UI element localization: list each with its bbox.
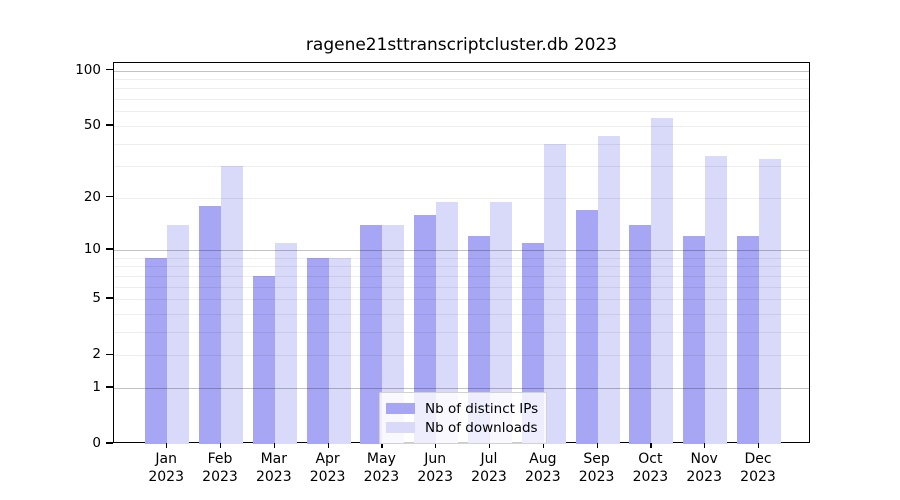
x-tick-month: Sep <box>583 451 610 467</box>
x-tick-label-jan: Jan 2023 <box>138 450 194 486</box>
bar-distinct-ips-feb <box>199 205 221 444</box>
legend-swatch-downloads <box>386 422 415 433</box>
x-tick-label-feb: Feb 2023 <box>192 450 248 486</box>
x-tick-year: 2023 <box>202 469 238 485</box>
x-tick-label-oct: Oct 2023 <box>622 450 678 486</box>
bar-distinct-ips-mar <box>252 275 275 444</box>
x-tick-year: 2023 <box>524 469 561 485</box>
x-tick-label-may: May 2023 <box>353 450 409 486</box>
x-tick-month: Jul <box>480 451 498 467</box>
y-tick-label-1: 1 <box>92 378 101 395</box>
x-tick-month: Aug <box>529 451 557 467</box>
y-tick-mark-10 <box>106 248 113 250</box>
bar-distinct-ips-nov <box>683 236 706 444</box>
x-tick-month: Dec <box>744 451 772 467</box>
x-tick-mark-aug <box>542 443 544 448</box>
x-tick-label-dec: Dec 2023 <box>730 450 786 486</box>
x-tick-month: Apr <box>315 451 340 467</box>
x-tick-year: 2023 <box>578 469 615 485</box>
y-tick-mark-0 <box>106 442 113 444</box>
legend-label-downloads: Nb of downloads <box>425 419 538 436</box>
x-tick-year: 2023 <box>255 469 292 485</box>
x-tick-mark-nov <box>704 443 706 448</box>
x-tick-label-sep: Sep 2023 <box>569 450 625 486</box>
x-tick-mark-jul <box>489 443 491 448</box>
bar-downloads-aug <box>543 143 566 444</box>
y-tick-mark-5 <box>106 297 113 299</box>
y-tick-label-50: 50 <box>83 116 101 133</box>
plot-area: Nb of distinct IPs Nb of downloads <box>113 62 810 444</box>
x-tick-mark-jun <box>435 443 437 448</box>
x-tick-year: 2023 <box>632 469 669 485</box>
bar-downloads-jun <box>436 201 459 444</box>
legend-label-distinct-ips: Nb of distinct IPs <box>425 400 539 417</box>
x-tick-mark-oct <box>650 443 652 448</box>
bar-downloads-dec <box>759 158 781 444</box>
y-tick-mark-100 <box>106 69 113 71</box>
x-tick-label-mar: Mar 2023 <box>246 450 302 486</box>
x-tick-month: May <box>366 451 396 467</box>
bars-layer <box>114 63 809 444</box>
x-tick-year: 2023 <box>363 469 400 485</box>
bar-downloads-nov <box>705 156 728 444</box>
x-tick-label-jun: Jun 2023 <box>407 450 463 486</box>
legend-item-downloads: Nb of downloads <box>386 418 538 437</box>
bar-distinct-ips-oct <box>629 224 652 444</box>
bar-distinct-ips-may <box>360 224 383 444</box>
y-tick-label-10: 10 <box>83 241 101 257</box>
bar-downloads-jul <box>490 201 512 444</box>
x-tick-month: Nov <box>690 451 718 467</box>
y-tick-label-5: 5 <box>92 290 101 307</box>
y-tick-mark-1 <box>106 386 113 388</box>
x-tick-label-aug: Aug 2023 <box>515 450 571 486</box>
x-tick-year: 2023 <box>309 469 346 485</box>
x-tick-mark-dec <box>758 443 760 448</box>
legend-item-distinct-ips: Nb of distinct IPs <box>386 399 538 418</box>
bar-downloads-feb <box>221 166 243 444</box>
x-tick-year: 2023 <box>740 469 776 485</box>
x-tick-year: 2023 <box>686 469 722 485</box>
x-tick-mark-may <box>381 443 383 448</box>
bar-distinct-ips-apr <box>306 257 329 444</box>
x-tick-month: Jan <box>155 451 177 467</box>
legend-swatch-distinct-ips <box>386 403 415 414</box>
x-tick-year: 2023 <box>148 469 184 485</box>
x-tick-month: Feb <box>207 451 233 467</box>
x-tick-label-apr: Apr 2023 <box>300 450 356 486</box>
x-tick-label-nov: Nov 2023 <box>676 450 732 486</box>
x-tick-year: 2023 <box>417 469 453 485</box>
bar-distinct-ips-jan <box>145 257 168 444</box>
bar-downloads-mar <box>274 242 297 444</box>
bar-downloads-sep <box>597 136 620 444</box>
bar-downloads-jan <box>167 224 190 444</box>
bar-downloads-oct <box>651 118 674 444</box>
bar-downloads-apr <box>328 257 351 444</box>
y-tick-label-20: 20 <box>83 188 101 205</box>
x-tick-month: Jun <box>424 451 447 467</box>
x-tick-month: Oct <box>638 451 663 467</box>
y-tick-label-2: 2 <box>92 346 101 363</box>
y-tick-mark-20 <box>106 196 113 198</box>
x-tick-year: 2023 <box>471 469 507 485</box>
x-tick-mark-apr <box>327 443 329 448</box>
x-tick-label-jul: Jul 2023 <box>461 450 517 486</box>
y-tick-label-100: 100 <box>75 61 101 78</box>
y-tick-mark-50 <box>106 124 113 126</box>
legend: Nb of distinct IPs Nb of downloads <box>379 392 547 444</box>
y-tick-label-0: 0 <box>92 435 101 451</box>
x-tick-month: Mar <box>260 451 287 467</box>
x-tick-mark-jan <box>166 443 168 448</box>
x-tick-mark-sep <box>596 443 598 448</box>
bar-downloads-may <box>382 224 405 444</box>
bar-distinct-ips-dec <box>737 236 759 444</box>
bar-distinct-ips-jun <box>414 214 437 444</box>
y-tick-mark-2 <box>106 353 113 355</box>
bar-distinct-ips-sep <box>575 210 598 444</box>
x-tick-mark-mar <box>273 443 275 448</box>
chart-title: ragene21sttranscriptcluster.db 2023 <box>305 35 618 55</box>
x-tick-mark-feb <box>220 443 222 448</box>
